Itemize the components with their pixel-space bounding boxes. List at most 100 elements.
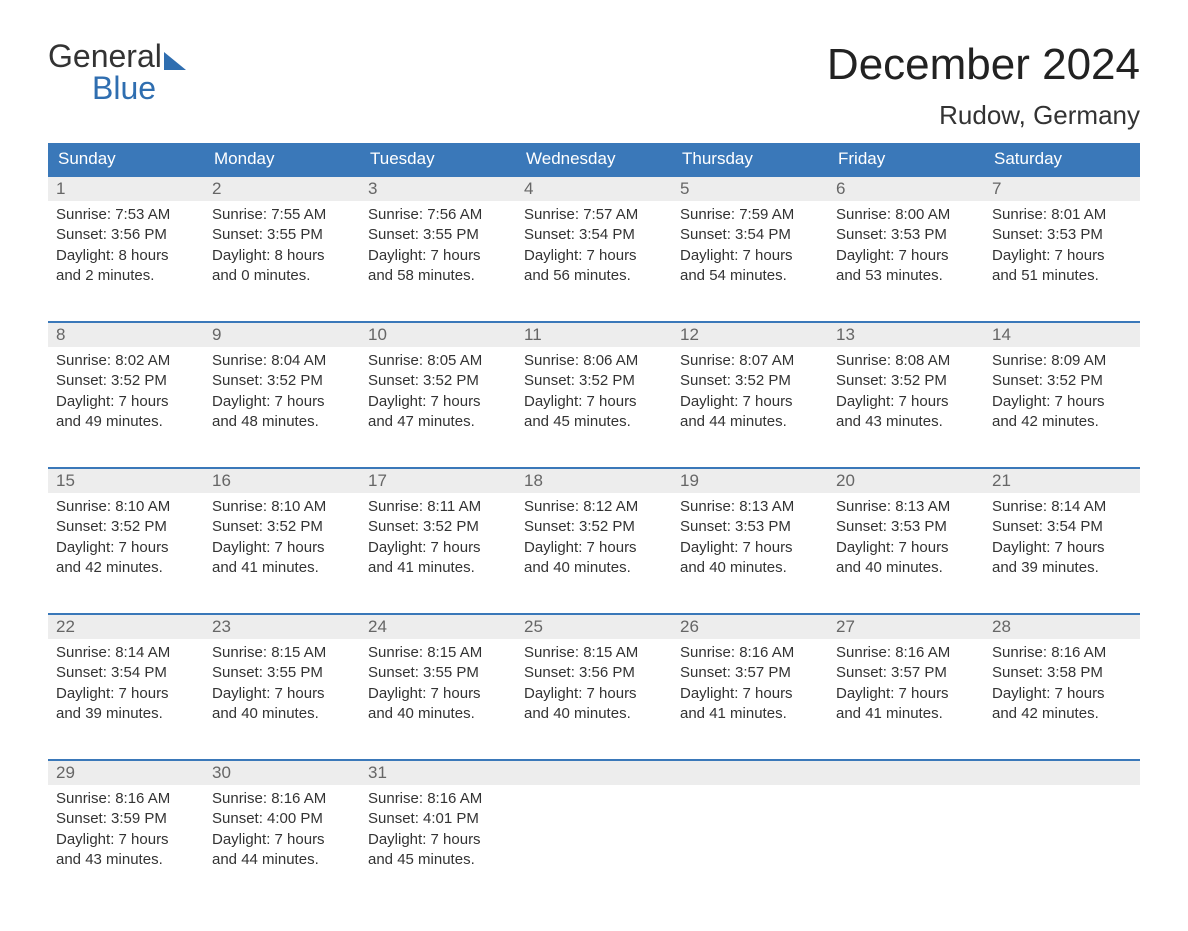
day-details: Sunrise: 8:16 AMSunset: 4:00 PMDaylight:… [204,785,360,880]
calendar-day: 25Sunrise: 8:15 AMSunset: 3:56 PMDayligh… [516,615,672,745]
day-number: 24 [360,615,516,639]
day-details: Sunrise: 8:16 AMSunset: 3:58 PMDaylight:… [984,639,1140,734]
day-number: 16 [204,469,360,493]
day-detail-line: Daylight: 7 hours [524,392,664,412]
day-detail-line: Sunrise: 8:10 AM [212,497,352,517]
calendar-week: 22Sunrise: 8:14 AMSunset: 3:54 PMDayligh… [48,613,1140,745]
day-details: Sunrise: 8:10 AMSunset: 3:52 PMDaylight:… [48,493,204,588]
calendar-day: 4Sunrise: 7:57 AMSunset: 3:54 PMDaylight… [516,177,672,307]
day-detail-line: Sunset: 3:52 PM [524,371,664,391]
day-detail-line: Sunrise: 8:14 AM [56,643,196,663]
calendar-day: 28Sunrise: 8:16 AMSunset: 3:58 PMDayligh… [984,615,1140,745]
day-detail-line: Sunset: 3:59 PM [56,809,196,829]
day-number: 8 [48,323,204,347]
day-detail-line: and 43 minutes. [836,412,976,432]
day-number: 7 [984,177,1140,201]
day-number [516,761,672,785]
calendar-day: 16Sunrise: 8:10 AMSunset: 3:52 PMDayligh… [204,469,360,599]
day-detail-line: Sunset: 3:53 PM [836,225,976,245]
day-number: 1 [48,177,204,201]
calendar-day: 22Sunrise: 8:14 AMSunset: 3:54 PMDayligh… [48,615,204,745]
day-detail-line: and 40 minutes. [836,558,976,578]
day-detail-line: and 51 minutes. [992,266,1132,286]
day-detail-line: Daylight: 7 hours [368,392,508,412]
calendar-week: 29Sunrise: 8:16 AMSunset: 3:59 PMDayligh… [48,759,1140,891]
calendar-day: 19Sunrise: 8:13 AMSunset: 3:53 PMDayligh… [672,469,828,599]
calendar-day [828,761,984,891]
calendar-day: 27Sunrise: 8:16 AMSunset: 3:57 PMDayligh… [828,615,984,745]
day-details: Sunrise: 8:15 AMSunset: 3:56 PMDaylight:… [516,639,672,734]
day-detail-line: and 39 minutes. [992,558,1132,578]
day-details: Sunrise: 8:05 AMSunset: 3:52 PMDaylight:… [360,347,516,442]
day-detail-line: Sunrise: 8:13 AM [836,497,976,517]
weekday-label: Wednesday [516,143,672,175]
day-number: 26 [672,615,828,639]
calendar-day: 20Sunrise: 8:13 AMSunset: 3:53 PMDayligh… [828,469,984,599]
day-detail-line: Sunrise: 8:05 AM [368,351,508,371]
day-detail-line: and 42 minutes. [56,558,196,578]
day-detail-line: Sunrise: 8:04 AM [212,351,352,371]
day-detail-line: Sunrise: 8:10 AM [56,497,196,517]
calendar-day: 31Sunrise: 8:16 AMSunset: 4:01 PMDayligh… [360,761,516,891]
calendar-week: 15Sunrise: 8:10 AMSunset: 3:52 PMDayligh… [48,467,1140,599]
day-detail-line: Daylight: 7 hours [56,392,196,412]
day-detail-line: and 44 minutes. [212,850,352,870]
weekday-label: Saturday [984,143,1140,175]
day-detail-line: Sunset: 3:52 PM [836,371,976,391]
day-details: Sunrise: 8:16 AMSunset: 3:57 PMDaylight:… [672,639,828,734]
day-details: Sunrise: 8:01 AMSunset: 3:53 PMDaylight:… [984,201,1140,296]
header: General Blue December 2024 Rudow, German… [48,40,1140,131]
day-detail-line: and 47 minutes. [368,412,508,432]
day-detail-line: Sunset: 3:54 PM [56,663,196,683]
day-detail-line: Sunrise: 8:16 AM [992,643,1132,663]
day-number: 20 [828,469,984,493]
day-detail-line: Sunrise: 8:16 AM [368,789,508,809]
day-number: 6 [828,177,984,201]
day-detail-line: Sunset: 3:54 PM [680,225,820,245]
day-number: 31 [360,761,516,785]
day-detail-line: Sunset: 3:52 PM [680,371,820,391]
day-detail-line: Sunrise: 8:14 AM [992,497,1132,517]
weekday-label: Monday [204,143,360,175]
day-detail-line: Daylight: 7 hours [992,538,1132,558]
week-separator [48,307,1140,321]
day-detail-line: Daylight: 7 hours [836,538,976,558]
day-number: 5 [672,177,828,201]
logo: General Blue [48,40,186,104]
calendar-day: 5Sunrise: 7:59 AMSunset: 3:54 PMDaylight… [672,177,828,307]
day-detail-line: and 2 minutes. [56,266,196,286]
day-detail-line: and 40 minutes. [368,704,508,724]
calendar-day: 2Sunrise: 7:55 AMSunset: 3:55 PMDaylight… [204,177,360,307]
day-number: 21 [984,469,1140,493]
day-detail-line: Sunrise: 8:16 AM [212,789,352,809]
week-separator [48,599,1140,613]
day-detail-line: Daylight: 7 hours [836,246,976,266]
day-details: Sunrise: 8:14 AMSunset: 3:54 PMDaylight:… [984,493,1140,588]
day-detail-line: and 41 minutes. [212,558,352,578]
day-detail-line: Sunrise: 8:13 AM [680,497,820,517]
day-detail-line: and 48 minutes. [212,412,352,432]
day-detail-line: Sunset: 3:55 PM [212,663,352,683]
day-details: Sunrise: 7:59 AMSunset: 3:54 PMDaylight:… [672,201,828,296]
day-details: Sunrise: 8:06 AMSunset: 3:52 PMDaylight:… [516,347,672,442]
day-details: Sunrise: 8:15 AMSunset: 3:55 PMDaylight:… [360,639,516,734]
day-detail-line: Daylight: 7 hours [368,246,508,266]
calendar-day: 13Sunrise: 8:08 AMSunset: 3:52 PMDayligh… [828,323,984,453]
day-detail-line: Daylight: 7 hours [680,538,820,558]
calendar: Sunday Monday Tuesday Wednesday Thursday… [48,143,1140,891]
day-number [828,761,984,785]
day-detail-line: Sunrise: 8:07 AM [680,351,820,371]
day-detail-line: and 42 minutes. [992,704,1132,724]
day-detail-line: and 41 minutes. [368,558,508,578]
day-detail-line: and 49 minutes. [56,412,196,432]
day-detail-line: Sunset: 3:52 PM [368,371,508,391]
day-detail-line: and 41 minutes. [836,704,976,724]
day-detail-line: Sunrise: 8:02 AM [56,351,196,371]
day-detail-line: and 44 minutes. [680,412,820,432]
day-details: Sunrise: 8:14 AMSunset: 3:54 PMDaylight:… [48,639,204,734]
day-detail-line: Sunset: 3:53 PM [680,517,820,537]
page-title: December 2024 [827,40,1140,90]
day-detail-line: Sunrise: 8:06 AM [524,351,664,371]
day-number: 14 [984,323,1140,347]
day-details: Sunrise: 7:57 AMSunset: 3:54 PMDaylight:… [516,201,672,296]
